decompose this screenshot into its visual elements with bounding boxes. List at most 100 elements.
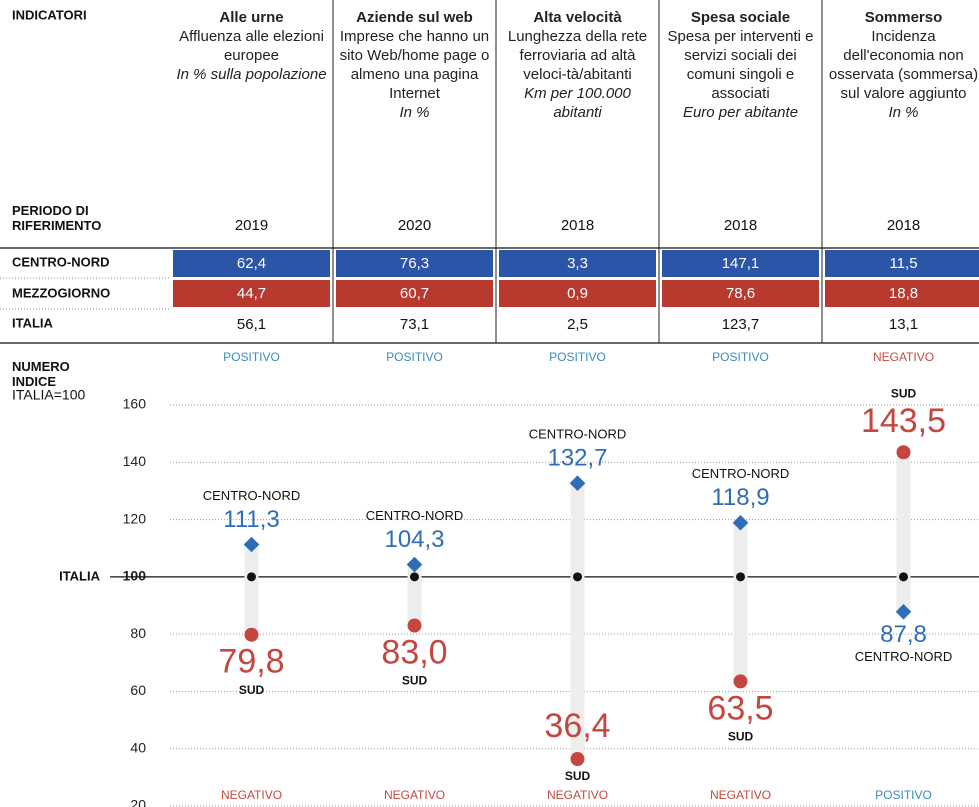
mez-value: 0,9: [567, 285, 588, 302]
row-label: NUMERO INDICE: [12, 359, 70, 389]
italia-dot: [736, 572, 745, 582]
index-subtitle: ITALIA=100: [12, 387, 86, 403]
range-band: [244, 544, 259, 635]
cn-marker: [732, 514, 749, 531]
cn-cell: [662, 250, 819, 277]
italia-dot: [247, 572, 256, 582]
mez-cell: [499, 280, 656, 307]
y-tick-label: 60: [130, 682, 146, 698]
y-tick-label: 20: [130, 797, 146, 807]
cn-value: 3,3: [567, 255, 588, 272]
sud-name: SUD: [891, 386, 917, 400]
italia-value: 56,1: [237, 316, 266, 333]
sud-marker: [570, 752, 585, 767]
mez-cell: [173, 280, 330, 307]
column-unit: In %: [399, 104, 430, 121]
top-label: POSITIVO: [223, 350, 280, 364]
column-header: Alle urne Affluenza alle elezioni europee…: [173, 8, 331, 84]
italia-value: 13,1: [889, 316, 918, 333]
y-tick-label: 140: [123, 453, 147, 469]
y-tick-label: 160: [123, 396, 147, 412]
column-header: Spesa sociale Spesa per interventi e serv…: [662, 8, 820, 122]
cn-marker: [243, 536, 260, 553]
sud-index-label: 83,0: [381, 634, 447, 672]
italia-value: 73,1: [400, 316, 429, 333]
column-header: Aziende sul web Imprese che hanno un sito…: [336, 8, 494, 122]
sud-index-label: 36,4: [544, 707, 610, 745]
period: 2020: [398, 217, 431, 234]
sud-index-label: 79,8: [218, 643, 284, 681]
header-label: INDICATORI: [12, 7, 87, 22]
bottom-label: NEGATIVO: [221, 788, 282, 802]
reference-label: ITALIA: [59, 568, 101, 583]
cn-name: CENTRO-NORD: [529, 427, 627, 442]
mez-value: 60,7: [400, 285, 429, 302]
y-tick-label: 120: [123, 510, 147, 526]
mez-value: 44,7: [237, 285, 266, 302]
column-unit: In %: [888, 104, 919, 121]
y-tick-label: 100: [123, 568, 147, 584]
y-tick-label: 80: [130, 625, 146, 641]
period: 2018: [724, 217, 757, 234]
column-description: Incidenza dell'economia non osservata (s…: [828, 28, 979, 102]
row-label: CENTRO-NORD: [12, 254, 110, 269]
column-title: Alle urne: [219, 9, 284, 26]
top-label: POSITIVO: [386, 350, 443, 364]
row-label: ITALIA: [12, 315, 54, 330]
sud-name: SUD: [565, 769, 591, 783]
y-tick-label: 40: [130, 739, 146, 755]
cn-index-label: 118,9: [711, 484, 769, 511]
column-title: Sommerso: [864, 9, 943, 26]
cn-index-label: 132,7: [547, 445, 607, 472]
cn-value: 147,1: [722, 255, 760, 272]
sud-name: SUD: [728, 730, 754, 744]
sud-marker: [407, 618, 422, 633]
range-band: [896, 452, 911, 612]
period: 2018: [887, 217, 920, 234]
mez-value: 18,8: [889, 285, 918, 302]
cn-name: CENTRO-NORD: [855, 649, 953, 664]
column-description: Lunghezza della rete ferroviaria ad altà…: [507, 28, 648, 83]
sud-marker: [896, 445, 911, 460]
column-header: Alta velocità Lunghezza della rete ferrov…: [499, 8, 657, 122]
cn-index-label: 104,3: [384, 526, 444, 553]
column-unit: Euro per abitante: [682, 104, 799, 121]
sud-marker: [244, 627, 259, 642]
range-band: [733, 522, 748, 682]
top-label: NEGATIVO: [873, 350, 934, 364]
column-description: Affluenza alle elezioni europee: [179, 28, 324, 64]
cn-cell: [499, 250, 656, 277]
cn-name: CENTRO-NORD: [203, 488, 301, 503]
italia-value: 123,7: [722, 316, 760, 333]
column-title: Spesa sociale: [690, 9, 791, 26]
top-label: POSITIVO: [712, 350, 769, 364]
cn-value: 11,5: [889, 255, 917, 272]
cn-index-label: 87,8: [880, 621, 927, 648]
cn-cell: [336, 250, 493, 277]
italia-value: 2,5: [567, 316, 588, 333]
row-label: MEZZOGIORNO: [12, 285, 110, 300]
bottom-label: POSITIVO: [875, 788, 932, 802]
bottom-label: NEGATIVO: [547, 788, 608, 802]
period: 2019: [235, 217, 268, 234]
cn-cell: [173, 250, 330, 277]
sud-index-label: 63,5: [707, 689, 773, 727]
mez-cell: [336, 280, 493, 307]
sud-name: SUD: [239, 683, 265, 697]
top-label: POSITIVO: [549, 350, 606, 364]
column-unit: In % sulla popolazione: [176, 66, 327, 83]
mez-cell: [662, 280, 819, 307]
cn-value: 62,4: [237, 255, 266, 272]
column-unit: Km per 100.000 abitanti: [524, 85, 631, 121]
range-band: [407, 564, 422, 626]
mez-value: 78,6: [726, 285, 755, 302]
column-description: Spesa per interventi e servizi sociali d…: [667, 28, 814, 102]
bottom-label: NEGATIVO: [710, 788, 771, 802]
cn-name: CENTRO-NORD: [692, 466, 790, 481]
cn-name: CENTRO-NORD: [366, 508, 464, 523]
italia-dot: [410, 572, 419, 582]
cn-value: 76,3: [400, 255, 429, 272]
bottom-label: NEGATIVO: [384, 788, 445, 802]
